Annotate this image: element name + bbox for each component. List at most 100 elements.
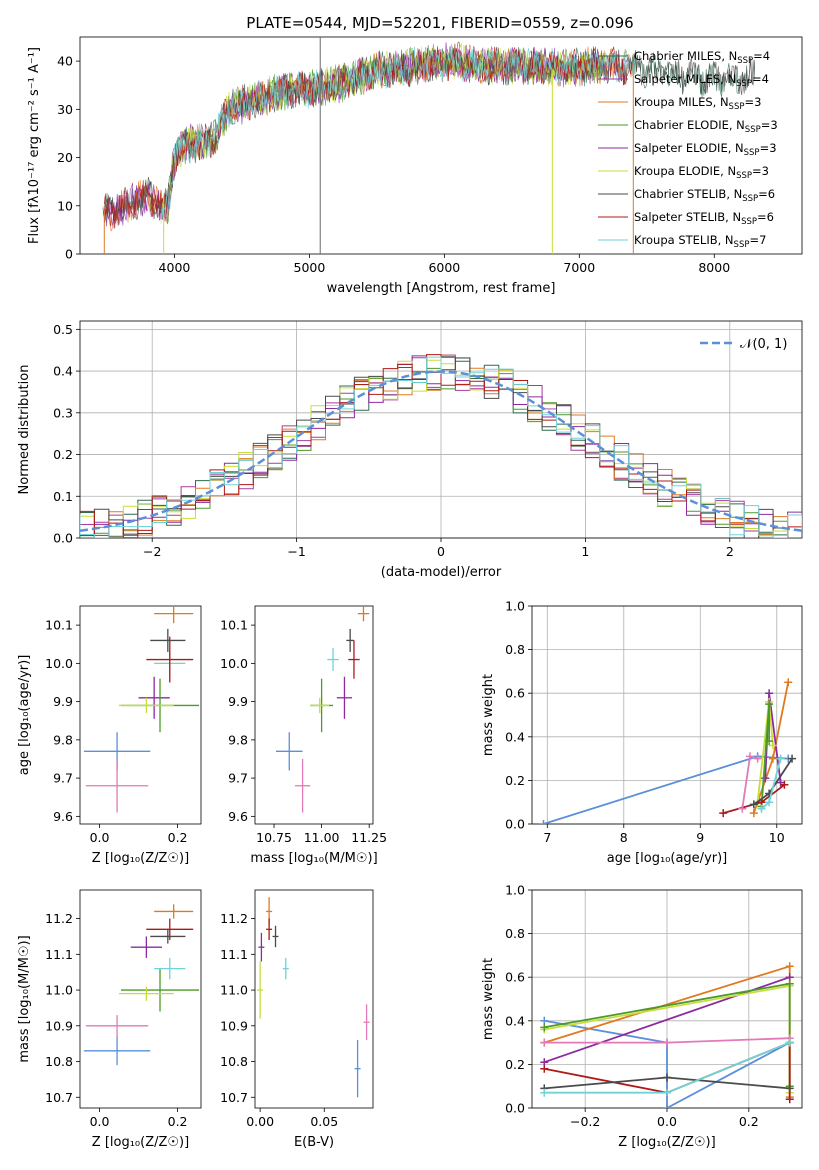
age-vs-Z-xlabel: Z [log₁₀(Z/Z☉)] [92,851,189,866]
weight-vs-age-frame [531,605,803,825]
weight-vs-Z-xlabel: Z [log₁₀(Z/Z☉)] [618,1135,715,1150]
mass-vs-Z-ytick-label: 10.9 [45,1018,73,1033]
spectrum-ytick-label: 30 [57,102,73,117]
spectrum-xtick-label: 5000 [294,260,326,275]
weight-vs-Z-point [663,1038,671,1047]
residuals-xtick-label: 0 [437,544,445,559]
weight-vs-Z-point [785,1084,794,1093]
weight-vs-age-point [765,700,774,709]
weight-vs-age-ylabel: mass weight [481,674,496,756]
age-vs-Z-ytick-label: 10.0 [45,656,73,671]
residuals-xtick-label: −2 [143,544,161,559]
age-vs-Z-points [83,606,200,813]
weight-vs-Z-axes: −0.2 0.0 0.2 0.0 0.2 0.4 0.6 0.8 1.0 Z [log₁₀(Z/Z… [481,883,803,1150]
weight-vs-age-point [765,737,774,746]
residuals-frame [79,320,803,539]
legend-subscript: SSP [744,148,760,158]
weight-vs-age-ytick-label: 0.4 [505,729,525,744]
weight-vs-Z-ytick-label: 1.0 [505,883,525,898]
spectrum-series-7 [104,43,634,229]
weight-vs-Z-series [540,962,794,1108]
weight-vs-age-xtick-label: 7 [543,830,551,845]
legend-subscript: SSP [742,194,758,204]
legend-nssp: =3 [744,95,761,109]
legend-entry: Kroupa ELODIE, NSSP=3 [634,164,769,181]
spectrum-series-8 [160,43,634,216]
age-vs-mass-ytick-label: 10.1 [220,618,248,633]
weight-vs-Z-ytick-label: 0.2 [505,1057,525,1072]
weight-vs-age-line-7 [741,755,758,809]
weight-vs-age-point [745,752,754,761]
weight-vs-Z-point [663,1073,671,1082]
legend-entry: Chabrier MILES, NSSP=4 [634,49,770,66]
mass-vs-ebv-frame [254,889,374,1109]
residuals-ytick-label: 0.4 [53,364,73,379]
spectrum-ytick-label: 10 [57,198,73,213]
weight-vs-Z-ytick-label: 0.8 [505,926,525,941]
spectrum-legend: Chabrier MILES, NSSP=4 Salpeter MILES, NS… [598,49,778,250]
weight-vs-age-point [768,754,777,763]
legend-subscript: SSP [741,217,757,227]
weight-vs-age-ytick-label: 0.0 [505,817,525,832]
legend-subscript: SSP [734,240,750,250]
mass-vs-ebv-xtick-label: 0.00 [246,1114,274,1129]
age-vs-mass-ytick-label: 9.6 [228,809,248,824]
mass-vs-ebv-ytick-label: 10.9 [220,1018,248,1033]
legend-nssp: =4 [753,49,770,63]
weight-vs-age-ytick-label: 0.6 [505,686,525,701]
spectrum-ytick-label: 40 [57,54,73,69]
age-vs-Z-axes: 0.0 0.2 9.6 9.7 9.8 9.9 10.0 10.1 Z [log₁₀(Z/Z☉)… [17,605,202,866]
residuals-ylabel: Normed distribution [17,365,32,495]
legend-subscript: SSP [729,102,745,112]
spectrum-ytick-label: 0 [65,247,73,262]
mass-vs-Z-ytick-label: 11.2 [45,911,73,926]
weight-vs-Z-point [663,1104,671,1108]
normal-legend-label: 𝒩(0, 1) [740,337,787,352]
weight-vs-age-point [757,804,766,813]
weight-vs-Z-point [540,1038,549,1047]
residual-hist-7 [80,354,802,538]
residuals-ytick-label: 0.0 [53,531,73,546]
spectrum-xtick-label: 7000 [563,260,595,275]
spectrum-series-6 [102,46,756,223]
mass-vs-Z-xtick-label: 0.0 [90,1114,110,1129]
figure-title: PLATE=0544, MJD=52201, FIBERID=0559, z=0… [246,14,633,32]
spectrum-xtick-label: 4000 [159,260,191,275]
mass-vs-Z-points [83,904,200,1066]
weight-vs-age-point [761,774,770,783]
mass-vs-ebv-ytick-label: 10.7 [220,1090,248,1105]
weight-vs-age-point [539,820,548,824]
mass-vs-ebv-axes: 0.00 0.05 10.7 10.8 10.9 11.0 11.1 11.2 E(B-V) [220,889,374,1150]
weight-vs-age-point [749,800,758,809]
legend-nssp: =3 [760,141,777,155]
weight-vs-Z-ylabel: mass weight [481,958,496,1040]
weight-vs-Z-xtick-label: 0.0 [657,1114,677,1129]
legend-nssp: =3 [761,118,778,132]
weight-vs-Z-point [785,1038,794,1047]
weight-vs-Z-point [785,979,794,988]
age-vs-mass-ytick-label: 9.9 [228,694,248,709]
mass-vs-Z-ytick-label: 11.0 [45,983,73,998]
weight-vs-age-line-5 [722,784,785,814]
age-vs-mass-xtick-label: 11.00 [304,830,340,845]
weight-vs-age-xtick-label: 9 [696,830,704,845]
mass-vs-Z-ytick-label: 10.8 [45,1054,73,1069]
weight-vs-age-point [784,678,793,687]
spectrum-ytick-label: 20 [57,150,73,165]
spectrum-xtick-label: 8000 [698,260,730,275]
mass-vs-ebv-points [257,897,370,1098]
mass-vs-Z-axes: 0.0 0.2 10.7 10.8 10.9 11.0 11.1 11.2 Z [log₁₀(Z… [17,889,202,1150]
age-vs-Z-ytick-label: 9.7 [53,771,73,786]
age-vs-mass-ytick-label: 10.0 [220,656,248,671]
age-vs-mass-xlabel: mass [log₁₀(M/M☉)] [250,851,377,866]
weight-vs-age-point [788,754,797,763]
weight-vs-age-point [749,809,758,818]
weight-vs-age-point [753,754,762,763]
mass-vs-ebv-ytick-label: 11.1 [220,947,248,962]
age-vs-mass-xtick-label: 11.25 [351,830,387,845]
legend-entry: Salpeter MILES, NSSP=4 [634,72,769,89]
residuals-hists [80,354,802,538]
weight-vs-age-point [768,741,777,750]
legend-nssp: =3 [752,164,769,178]
